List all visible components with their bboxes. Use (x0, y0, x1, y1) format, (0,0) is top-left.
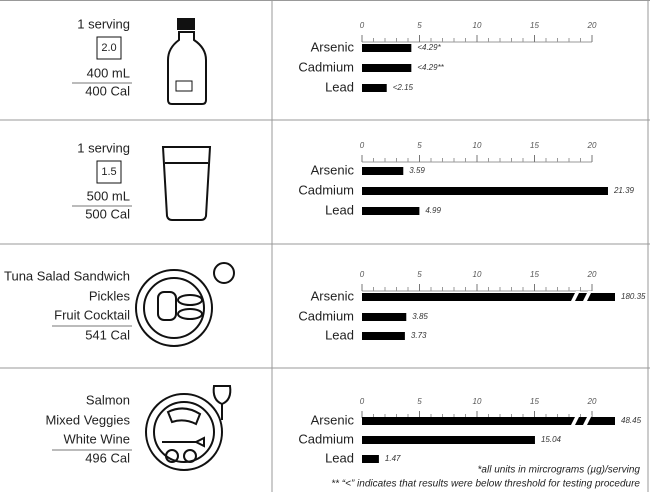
footnote: *all units in mircrograms (µg)/serving (478, 465, 641, 476)
x-tick-label: 20 (587, 270, 597, 279)
category-label: Cadmium (298, 431, 354, 446)
value-label: 3.59 (409, 166, 425, 175)
category-label: Cadmium (298, 182, 354, 197)
axis-break (570, 415, 580, 427)
x-tick-label: 10 (473, 270, 482, 279)
x-tick-label: 5 (417, 21, 422, 30)
food-item: Pickles (89, 288, 131, 303)
size: 1.5 (101, 166, 116, 178)
size-box (96, 36, 122, 60)
serving: 1 serving (77, 16, 130, 31)
x-tick-label: 20 (587, 397, 597, 406)
value-label: 1.47 (385, 454, 401, 463)
calories: 400 Cal (85, 83, 130, 98)
bar (362, 455, 379, 463)
size: 2.0 (101, 42, 116, 54)
x-tick-label: 5 (417, 397, 422, 406)
x-tick-label: 5 (417, 270, 422, 279)
bar (362, 313, 407, 321)
bar (362, 332, 405, 340)
category-label: Lead (325, 79, 354, 94)
bar (362, 417, 615, 425)
volume: 500 mL (87, 188, 130, 203)
plate-icon (145, 385, 232, 471)
category-label: Arsenic (311, 39, 355, 54)
category-label: Lead (325, 327, 354, 342)
axis-break (582, 415, 592, 427)
bar (362, 64, 412, 72)
bar (362, 167, 404, 175)
value-label: <4.29* (417, 43, 441, 52)
bar (362, 84, 387, 92)
value-label: 180.35 (621, 292, 646, 301)
bottle-icon (167, 18, 207, 105)
value-label: <2.15 (393, 83, 414, 92)
x-tick-label: 15 (530, 21, 539, 30)
axis-break (570, 291, 580, 303)
bar (362, 293, 615, 301)
x-tick-label: 10 (473, 141, 482, 150)
food-item: Fruit Cocktail (54, 307, 130, 322)
food-item: White Wine (64, 431, 130, 446)
serving: 1 serving (77, 140, 130, 155)
x-tick-label: 15 (530, 270, 539, 279)
x-tick-label: 0 (360, 21, 365, 30)
bar (362, 207, 420, 215)
x-tick-label: 0 (360, 141, 365, 150)
value-label: 3.73 (411, 331, 427, 340)
bar (362, 436, 535, 444)
category-label: Lead (325, 202, 354, 217)
bar (362, 44, 412, 52)
food-item: Mixed Veggies (45, 412, 130, 427)
value-label: 4.99 (425, 206, 441, 215)
category-label: Cadmium (298, 308, 354, 323)
x-tick-label: 0 (360, 270, 365, 279)
x-tick-label: 10 (473, 21, 482, 30)
x-tick-label: 15 (530, 141, 539, 150)
volume: 400 mL (87, 65, 130, 80)
x-tick-label: 15 (530, 397, 539, 406)
calories: 541 Cal (85, 327, 130, 342)
size-box (96, 160, 122, 184)
value-label: 15.04 (541, 435, 562, 444)
category-label: Cadmium (298, 59, 354, 74)
category-label: Arsenic (311, 412, 355, 427)
category-label: Arsenic (311, 162, 355, 177)
x-tick-label: 10 (473, 397, 482, 406)
category-label: Lead (325, 450, 354, 465)
glass-icon (161, 146, 212, 221)
bar (362, 187, 608, 195)
axis-break (582, 291, 592, 303)
plate-icon (135, 262, 235, 347)
x-tick-label: 5 (417, 141, 422, 150)
value-label: 21.39 (613, 186, 635, 195)
footnote: ** “<” indicates that results were below… (331, 479, 640, 490)
calories: 500 Cal (85, 206, 130, 221)
food-item: Tuna Salad Sandwich (4, 268, 130, 283)
category-label: Arsenic (311, 288, 355, 303)
x-tick-label: 20 (587, 141, 597, 150)
x-tick-label: 0 (360, 397, 365, 406)
value-label: 3.85 (412, 312, 428, 321)
calories: 496 Cal (85, 450, 130, 465)
food-item: Salmon (86, 392, 130, 407)
x-tick-label: 20 (587, 21, 597, 30)
value-label: <4.29** (417, 63, 444, 72)
value-label: 48.45 (621, 416, 642, 425)
